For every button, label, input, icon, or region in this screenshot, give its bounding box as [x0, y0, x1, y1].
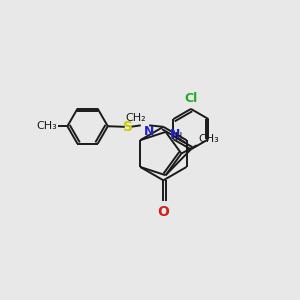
Text: O: O [158, 205, 169, 219]
Text: CH₂: CH₂ [125, 113, 146, 123]
Text: H: H [176, 132, 183, 142]
Text: N: N [144, 125, 154, 138]
Text: Cl: Cl [184, 92, 197, 105]
Text: S: S [123, 120, 133, 134]
Text: CH₃: CH₃ [36, 121, 57, 131]
Text: N: N [170, 128, 181, 141]
Text: CH₃: CH₃ [199, 134, 219, 144]
